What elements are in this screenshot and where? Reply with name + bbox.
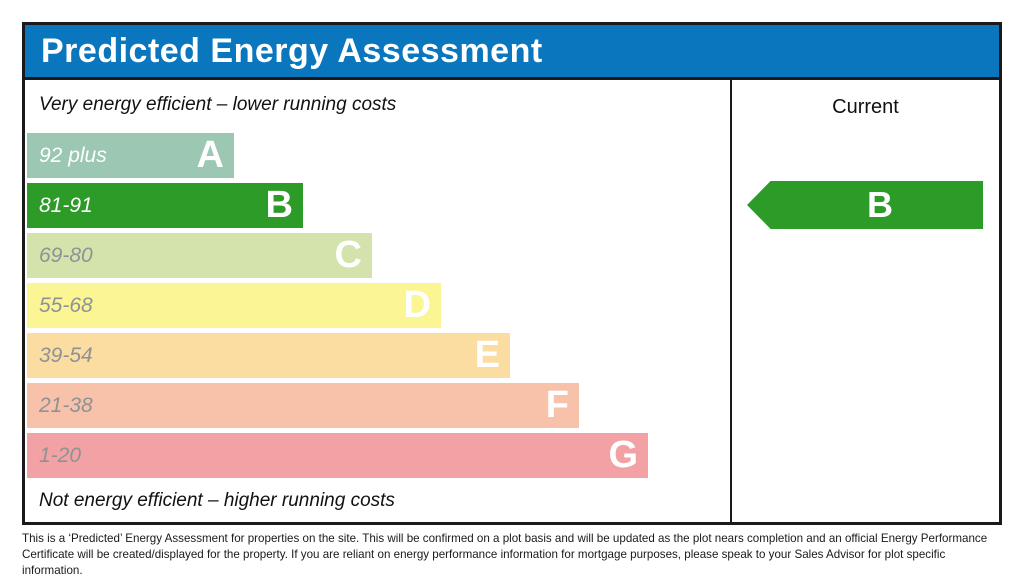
band-letter-label: D (403, 284, 431, 326)
band-letter-label: A (196, 134, 224, 176)
band-letter-label: F (545, 384, 569, 426)
rating-scale-panel: Very energy efficient – lower running co… (25, 80, 730, 522)
band-letter-label: E (474, 334, 500, 376)
disclaimer-line-2: Certificate will be created/displayed fo… (22, 548, 946, 576)
disclaimer-text: This is a ‘Predicted’ Energy Assessment … (22, 531, 1007, 576)
rating-band-row: 1-20 G (27, 433, 648, 478)
rating-band-row: 21-38 F (27, 383, 579, 428)
band-letter-label: G (608, 434, 638, 476)
current-column-heading: Current (832, 96, 899, 118)
rating-band-row: 81-91 B (27, 183, 303, 228)
current-rating-letter: B (867, 184, 893, 225)
certificate-body: Very energy efficient – lower running co… (25, 80, 999, 522)
band-range-label: 55-68 (39, 294, 93, 317)
band-list: 92 plus A 81-91 B 69-80 C 55-68 D 39-54 … (25, 133, 730, 478)
rating-band-row: 39-54 E (27, 333, 510, 378)
band-letter-label: C (334, 234, 362, 276)
bottom-caption: Not energy efficient – higher running co… (39, 490, 395, 511)
rating-band-row: 69-80 C (27, 233, 372, 278)
current-rating-arrow: B (747, 181, 983, 229)
band-range-label: 1-20 (39, 444, 82, 467)
band-range-label: 21-38 (39, 394, 93, 417)
band-range-label: 69-80 (39, 244, 93, 267)
current-rating-panel: Current B (730, 80, 999, 522)
band-range-label: 92 plus (39, 144, 107, 167)
band-letter-label: B (265, 184, 293, 226)
disclaimer-line-1: This is a ‘Predicted’ Energy Assessment … (22, 532, 988, 545)
band-range-label: 39-54 (39, 344, 93, 367)
top-caption: Very energy efficient – lower running co… (39, 94, 397, 115)
rating-band-row: 55-68 D (27, 283, 441, 328)
rating-band-row: 92 plus A (27, 133, 234, 178)
header-bar: Predicted Energy Assessment (25, 25, 999, 80)
page-title: Predicted Energy Assessment (41, 31, 543, 70)
certificate-frame: Predicted Energy Assessment Very energy … (22, 22, 1002, 525)
band-range-label: 81-91 (39, 194, 93, 217)
